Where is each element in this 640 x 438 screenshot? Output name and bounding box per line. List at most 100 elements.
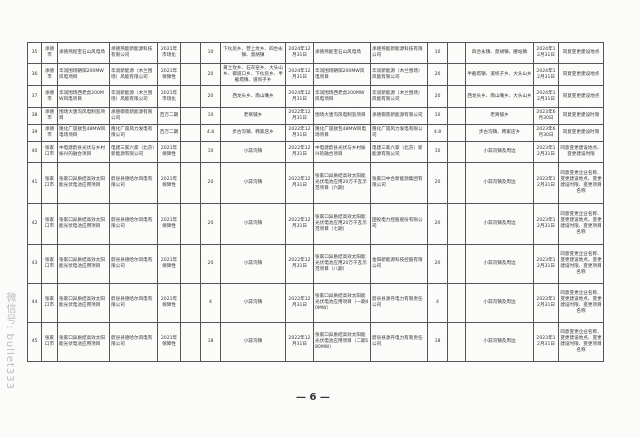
cell-cap: 18 [200,322,221,362]
cell-city: 张家口市 [41,162,58,204]
cell-date: 2022年12月31日 [285,283,314,323]
cell-company: 蔚县县德哈尔风电有限公司 [109,203,158,245]
cell-location: 步古沟镇、韩家店乡 [220,124,286,142]
cell-project: 承德燕程宝石山风电场 [57,42,110,64]
cell-company: 蔚县县德哈尔风电有限公司 [109,322,158,362]
cell-new-date: 2023年12月31日 [533,283,559,323]
cell-cap: 20 [200,162,221,204]
cell-company: 华润新能源（木兰围场）风能有限公司 [109,63,158,86]
cell-company: 承德燕能新能源科技有限公司 [109,42,158,64]
cell-date: 2024年12月31日 [285,63,314,86]
cell-note: 同意变更建设时限 [558,107,604,125]
cell-empty [180,124,201,142]
cell-new-date: 2023年12月31日 [533,203,559,245]
cell-empty [447,203,466,245]
cell-empty [447,124,466,142]
table-row: 43 张家口市 张家口异质结高效太阳能光伏电池应用项目 蔚县县德哈尔风电有限公司 202… [27,244,604,284]
cell-project: 张家口异质结高效太阳能光伏电池应用项目 [57,162,110,204]
cell-empty [447,141,466,163]
cell-company: 电建三家六家（北京）新能源有限公司 [109,141,158,163]
cell-new-date: 2023年12月31日 [533,244,559,284]
cell-new-project: 华润围场西老虎200MW风电项目 [313,85,371,108]
cell-batch: 2021年保障性 [157,203,181,245]
table-row: 38 承德市 围场大唐沟风电制氢项目 承德御景新能源有限公司 百万二期 10 老窝铺乡 202… [27,107,604,125]
table-row: 39 承德市 隆化广晟敖包48MW风电场项目 隆化广晟风力发电有限公司 百万二期 4.8 步… [27,124,604,142]
cell-cap: 10 [200,42,221,64]
cell-empty [180,322,201,362]
cell-project: 张家口异质结高效太阳能光伏电池应用项目 [57,244,110,284]
cell-city: 张家口市 [41,322,58,362]
cell-batch: 2021年保障性 [157,322,181,362]
cell-new-location: 小蒜沟镇及周边 [465,244,534,284]
cell-new-company: 电建三家六家（北京）新能源有限公司 [370,141,428,163]
cell-new-company: 张家口中合新能源集团有限公司 [370,162,428,204]
cell-new-company: 蔚县县源丹电力有限责任公司 [370,283,428,323]
cell-no: 42 [27,203,42,245]
cell-cap: 20 [200,63,221,86]
table-row: 45 张家口市 张家口异质结高效太阳能光伏电池应用项目 蔚县县德哈尔风电有限公司 202… [27,322,604,362]
page-number: — 6 — [296,392,330,403]
cell-note: 同意变更企业名称、变更建设地点、变更建设时限、变更项目名称 [558,322,604,362]
cell-date: 2022年12月31日 [285,107,314,125]
cell-new-cap: 10 [427,42,448,64]
cell-new-project: 中电建蔚县光伏与乡村振兴的融合项目 [313,141,371,163]
cell-project: 围场大唐沟风电制氢项目 [57,107,110,125]
cell-batch: 2021年保障性 [157,162,181,204]
cell-date: 2022年12月31日 [285,203,314,245]
cell-company: 隆化广晟风力发电有限公司 [109,124,158,142]
table-row: 37 承德市 华润围场西老虎200MW风电项目 华润新能源（木兰围场）风能有限公司 20… [27,85,604,108]
cell-new-project: 围场大唐沟风电制氢项目 [313,107,371,125]
cell-date: 2024年12月31日 [285,85,314,108]
cell-note: 同意变更建设地点、变更建设时限 [558,141,604,163]
watermark: 微信号: bullet333 [4,292,15,390]
cell-new-company: 金阳新能源科技控股有限公司 [370,244,428,284]
cell-no: 43 [27,244,42,284]
cell-no: 36 [27,63,42,86]
cell-new-project: 承德燕能宝石山风电场 [313,42,371,64]
cell-company: 蔚县县德哈尔风电有限公司 [109,244,158,284]
cell-new-company: 华润新能源（木兰围场）风能有限公司 [370,63,428,86]
cell-empty [180,107,201,125]
cell-new-cap: 4.8 [427,124,448,142]
cell-city: 承德市 [41,85,58,108]
cell-new-project: 隆化广晟敖包48MW风电场项目 [313,124,371,142]
cell-new-cap: 18 [427,322,448,362]
cell-project: 华润围场西老虎200MW风电项目 [57,85,110,108]
cell-new-location: 步古沟镇、韩家店乡 [465,124,534,142]
cell-location: 小蒜沟镇 [220,203,286,245]
cell-new-project: 张家口异质结高效太阳能光伏电池应用20万千瓦示范项目（六期） [313,162,371,204]
cell-city: 张家口市 [41,244,58,284]
cell-new-cap: 20 [427,244,448,284]
cell-empty [180,244,201,284]
cell-cap: 10 [200,141,221,163]
cell-project: 中电建蔚县光伏与乡村振兴的融合项目 [57,141,110,163]
cell-batch: 2021年保障性 [157,63,181,86]
cell-cap: 4 [200,283,221,323]
cell-note: 同意变更建设时限 [558,124,604,142]
cell-new-company: 蔚县县源丹电力有限责任公司 [370,322,428,362]
cell-new-date: 2024年12月31日 [533,85,559,108]
cell-empty [447,244,466,284]
cell-batch: 百万二期 [157,107,181,125]
cell-note: 同意变更建设地点 [558,42,604,64]
cell-city: 承德市 [41,42,58,64]
cell-company: 承德御景新能源有限公司 [109,107,158,125]
table-row: 35 承德市 承德燕程宝石山风电场 承德燕能新能源科技有限公司 2021年市场化 10 下伙… [27,42,604,64]
cell-new-company: 国投电力控股股份有限公司 [370,203,428,245]
cell-batch: 2021年保障性 [157,141,181,163]
cell-empty [447,63,466,86]
cell-location: 西龙头乡、南山嘴乡 [220,85,286,108]
cell-no: 41 [27,162,42,204]
cell-city: 承德市 [41,63,58,86]
cell-new-company: 承德御景新能源有限公司 [370,107,428,125]
cell-empty [447,85,466,108]
cell-new-location: 小蒜沟镇及周边 [465,141,534,163]
cell-new-cap: 10 [427,107,448,125]
cell-empty [180,283,201,323]
cell-new-cap: 20 [427,63,448,86]
cell-company: 华润新能源（木兰围场）风能有限公司 [109,85,158,108]
cell-empty [180,203,201,245]
cell-note: 同意变更企业名称、变更建设地点、变更建设时限、变更项目名称 [558,283,604,323]
cell-new-cap: 20 [427,203,448,245]
cell-note: 同意变更企业名称、变更建设地点、变更建设时限、变更项目名称 [558,244,604,284]
